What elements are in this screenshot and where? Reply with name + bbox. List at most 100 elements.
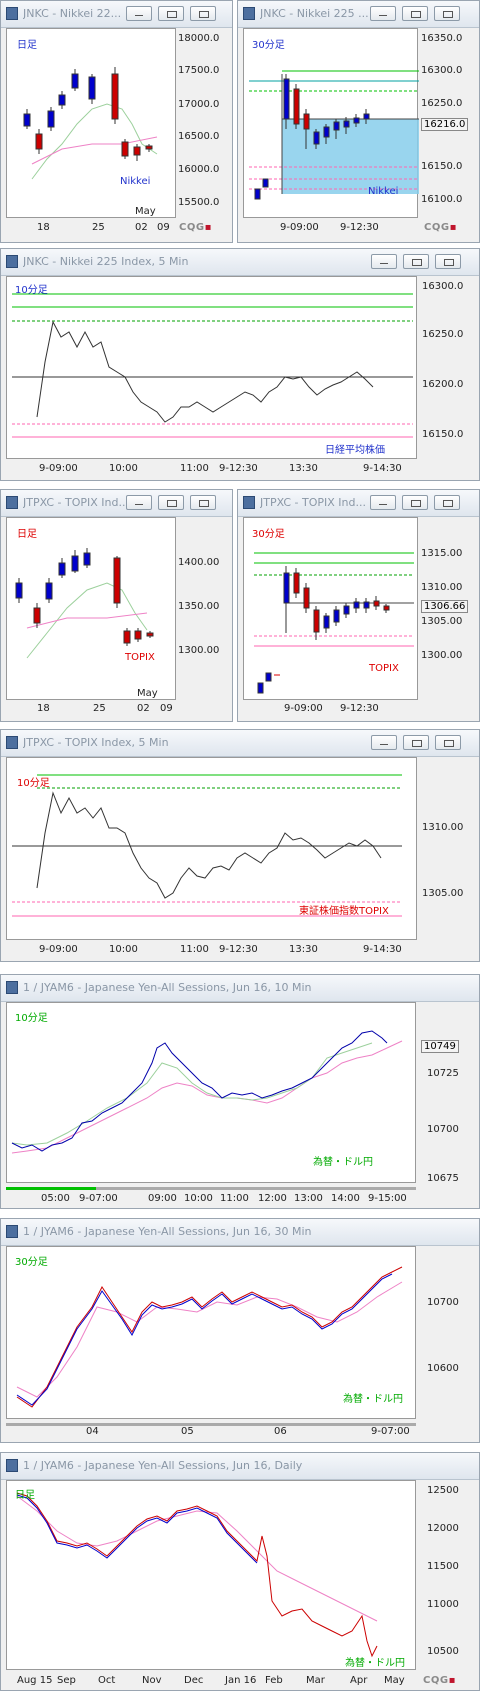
x-tick: 9-14:30: [363, 463, 402, 474]
chart-window-yen-10min[interactable]: 1 / JYAM6 - Japanese Yen-All Sessions, J…: [0, 974, 480, 1209]
chart-candles: [23, 67, 158, 180]
chart-window-topix-30min[interactable]: JTPXC - TOPIX Ind...: [237, 489, 480, 722]
x-tick: Apr: [350, 1675, 368, 1686]
restore-button[interactable]: [158, 6, 184, 21]
chart-plot-area[interactable]: 10分足 為替・ドル円: [6, 1002, 416, 1183]
last-price-badge: 16216.0: [421, 118, 469, 131]
y-tick: 1315.00: [421, 548, 463, 559]
session-bar: [6, 1187, 96, 1190]
chart-window-nikkei-5min[interactable]: JNKC - Nikkei 225 Index, 5 Min 10分足 日経平均…: [0, 248, 480, 481]
maximize-button[interactable]: [434, 495, 460, 510]
restore-button[interactable]: [402, 495, 428, 510]
y-tick: 11500: [427, 1561, 459, 1572]
window-icon: [6, 255, 18, 268]
title-bar[interactable]: JTPXC - TOPIX Ind...: [238, 490, 479, 517]
maximize-button[interactable]: [435, 254, 461, 269]
instrument-name-label: 為替・ドル円: [313, 1157, 373, 1168]
y-tick: 1300.00: [421, 650, 463, 661]
maximize-button[interactable]: [190, 495, 216, 510]
y-tick: 12000: [427, 1523, 459, 1534]
chart-plot-area[interactable]: 日足 TOPIX: [6, 517, 176, 700]
window-icon: [6, 981, 18, 994]
title-bar[interactable]: JTPXC - TOPIX Index, 5 Min: [1, 730, 479, 757]
y-tick: 16000.0: [178, 164, 220, 175]
title-bar[interactable]: JNKC - Nikkei 225 Index, 5 Min: [1, 249, 479, 276]
y-tick: 15500.0: [178, 197, 220, 208]
x-tick: 11:00: [180, 463, 209, 474]
chart-plot-area[interactable]: 日足 為替・ドル円: [6, 1480, 416, 1670]
title-bar[interactable]: JNKC - Nikkei 225 ...: [238, 1, 479, 28]
x-tick: 14:00: [331, 1193, 360, 1204]
y-tick: 16150.0: [422, 429, 464, 440]
title-bar[interactable]: 1 / JYAM6 - Japanese Yen-All Sessions, J…: [1, 975, 479, 1002]
minimize-button[interactable]: [126, 495, 152, 510]
x-tick: Aug 15: [17, 1675, 53, 1686]
y-tick: 1305.00: [421, 616, 463, 627]
minimize-button[interactable]: [371, 735, 397, 750]
y-tick: 16300.0: [421, 65, 463, 76]
x-tick: 04: [86, 1426, 99, 1437]
chart-window-yen-daily[interactable]: 1 / JYAM6 - Japanese Yen-All Sessions, J…: [0, 1452, 480, 1691]
chart-plot-area[interactable]: 10分足 日経平均株価: [6, 276, 417, 459]
instrument-name-label: 為替・ドル円: [343, 1394, 403, 1405]
x-tick: 05:00: [41, 1193, 70, 1204]
y-tick: 16350.0: [421, 33, 463, 44]
chart-window-nikkei-30min[interactable]: JNKC - Nikkei 225 ...: [237, 0, 480, 243]
minimize-button[interactable]: [370, 6, 396, 21]
restore-button[interactable]: [158, 495, 184, 510]
chart-window-topix-5min[interactable]: JTPXC - TOPIX Index, 5 Min 10分足 東証株価指数TO…: [0, 729, 480, 962]
title-bar[interactable]: 1 / JYAM6 - Japanese Yen-All Sessions, J…: [1, 1219, 479, 1246]
title-bar[interactable]: JTPXC - TOPIX Ind...: [1, 490, 232, 517]
x-tick: 9-12:30: [340, 703, 379, 714]
minimize-button[interactable]: [370, 495, 396, 510]
chart-plot-area[interactable]: 30分足 TOPIX: [243, 517, 418, 700]
restore-button[interactable]: [403, 735, 429, 750]
session-bar: [96, 1187, 416, 1190]
maximize-button[interactable]: [190, 6, 216, 21]
x-tick: Sep: [57, 1675, 76, 1686]
maximize-button[interactable]: [434, 6, 460, 21]
restore-button[interactable]: [403, 254, 429, 269]
instrument-name-label: 東証株価指数TOPIX: [299, 906, 389, 917]
x-tick: 9-09:00: [39, 944, 78, 955]
chart-plot-area[interactable]: 30分足 Nikkei: [243, 28, 419, 218]
chart-candles: [12, 293, 413, 438]
maximize-button[interactable]: [435, 735, 461, 750]
chart-window-yen-30min[interactable]: 1 / JYAM6 - Japanese Yen-All Sessions, J…: [0, 1218, 480, 1443]
minimize-button[interactable]: [371, 254, 397, 269]
cqg-logo: CQG▪: [179, 222, 212, 233]
cqg-logo: CQG▪: [423, 1675, 456, 1686]
x-tick: 18: [37, 222, 50, 233]
window-title: JTPXC - TOPIX Ind...: [23, 496, 129, 509]
title-bar[interactable]: 1 / JYAM6 - Japanese Yen-All Sessions, J…: [1, 1453, 479, 1480]
instrument-name-label: Nikkei: [120, 176, 151, 187]
x-tick: 9-12:30: [219, 944, 258, 955]
y-tick: 1300.00: [178, 645, 220, 656]
chart-plot-area[interactable]: 30分足 為替・ドル円: [6, 1246, 416, 1419]
chart-window-topix-daily[interactable]: JTPXC - TOPIX Ind... 日足 TOPIX 1400.00: [0, 489, 233, 722]
x-tick: Dec: [184, 1675, 204, 1686]
chart-candles: [249, 70, 419, 200]
last-price-badge: 10749: [421, 1040, 459, 1053]
x-tick: 9-07:00: [79, 1193, 118, 1204]
chart-window-nikkei-daily[interactable]: JNKC - Nikkei 22... 日足 Nikkei 18000.0: [0, 0, 233, 243]
x-tick: 9-14:30: [363, 944, 402, 955]
x-tick: Jan 16: [225, 1675, 257, 1686]
y-tick: 1305.00: [422, 888, 464, 899]
chart-plot-area[interactable]: 10分足 東証株価指数TOPIX: [6, 757, 417, 940]
period-label: 日足: [15, 1490, 35, 1501]
window-title: JNKC - Nikkei 225 Index, 5 Min: [23, 255, 189, 268]
x-tick: 09: [157, 222, 170, 233]
y-tick: 16100.0: [421, 194, 463, 205]
x-tick: 13:00: [294, 1193, 323, 1204]
y-tick: 17000.0: [178, 99, 220, 110]
minimize-button[interactable]: [126, 6, 152, 21]
y-tick: 10675: [427, 1173, 459, 1184]
y-tick: 16200.0: [422, 379, 464, 390]
restore-button[interactable]: [402, 6, 428, 21]
x-tick: 11:00: [220, 1193, 249, 1204]
title-bar[interactable]: JNKC - Nikkei 22...: [1, 1, 232, 28]
window-icon: [6, 1459, 18, 1472]
window-title: JNKC - Nikkei 225 ...: [260, 7, 369, 20]
chart-plot-area[interactable]: 日足 Nikkei: [6, 28, 176, 218]
